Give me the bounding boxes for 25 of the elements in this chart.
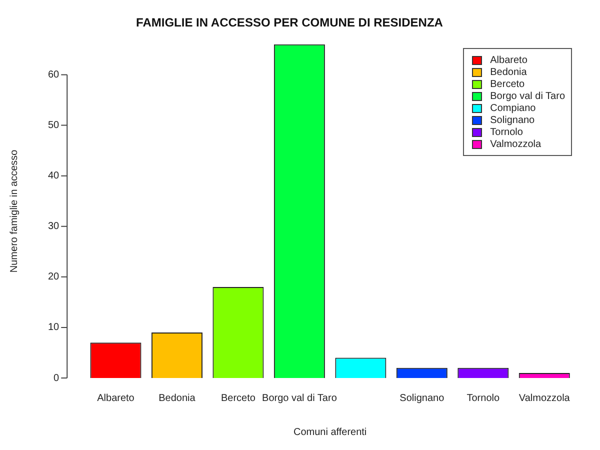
x-tick-label: Bedonia [158, 392, 196, 404]
y-axis-title: Numero famiglie in accesso [8, 149, 20, 273]
x-tick-label: Solignano [400, 392, 445, 404]
chart-title: FAMIGLIE IN ACCESSO PER COMUNE DI RESIDENZA [136, 16, 444, 30]
x-axis-title: Comuni afferenti [293, 426, 367, 438]
legend-label: Tornolo [490, 126, 523, 138]
x-tick-label: Valmozzola [518, 392, 570, 404]
y-tick-label: 0 [54, 372, 60, 384]
y-tick-label: 50 [48, 120, 60, 132]
y-tick-label: 20 [48, 272, 60, 283]
x-tick-label: Berceto [220, 392, 256, 404]
x-tick-label: Albareto [97, 392, 135, 404]
x-tick-label: Borgo val di Taro [262, 392, 338, 404]
y-tick-label: 40 [48, 170, 60, 182]
legend-label: Valmozzola [490, 138, 542, 150]
legend-label: Solignano [490, 114, 535, 126]
legend-label: Borgo val di Taro [490, 90, 565, 102]
y-tick-label: 60 [48, 69, 60, 80]
legend-label: Albareto [490, 54, 528, 66]
legend-label: Bedonia [490, 66, 527, 78]
x-tick-label: Tornolo [466, 392, 500, 404]
legend-label: Berceto [490, 78, 525, 90]
legend-label: Compiano [490, 102, 536, 114]
y-tick-label: 30 [48, 221, 60, 232]
y-tick-label: 10 [48, 322, 60, 334]
